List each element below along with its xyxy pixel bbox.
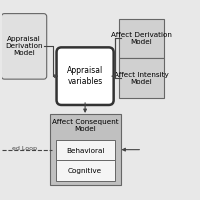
FancyBboxPatch shape [50,114,121,185]
Text: Affect Intensity
Model: Affect Intensity Model [114,72,169,85]
FancyBboxPatch shape [119,58,164,98]
Text: Appraisal
variables: Appraisal variables [67,66,103,86]
Text: Affect Derivation
Model: Affect Derivation Model [111,32,172,45]
Text: Behavioral: Behavioral [66,148,104,154]
FancyBboxPatch shape [119,19,164,58]
Text: Appraisal
Derivation
Model: Appraisal Derivation Model [5,36,43,56]
Text: Cognitive: Cognitive [68,168,102,174]
Text: Affect Consequent
Model: Affect Consequent Model [52,119,118,132]
FancyBboxPatch shape [57,47,114,105]
FancyBboxPatch shape [56,140,115,162]
FancyBboxPatch shape [56,160,115,181]
FancyBboxPatch shape [1,14,47,79]
Text: ed Loop: ed Loop [12,146,37,151]
